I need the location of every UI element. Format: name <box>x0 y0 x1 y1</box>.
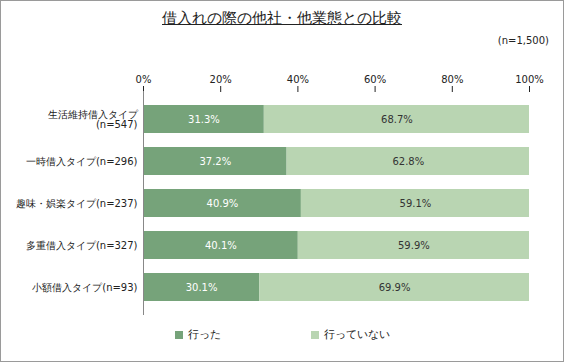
svg-text:31.3%: 31.3% <box>188 114 220 125</box>
svg-text:80%: 80% <box>441 74 463 85</box>
svg-text:20%: 20% <box>210 74 232 85</box>
svg-text:100%: 100% <box>515 74 544 85</box>
svg-text:趣味・娯楽タイプ(n=237): 趣味・娯楽タイプ(n=237) <box>16 198 138 209</box>
html-text:(n=1,500): (n=1,500) <box>497 35 549 46</box>
svg-text:69.9%: 69.9% <box>379 282 411 293</box>
svg-text:59.9%: 59.9% <box>398 240 430 251</box>
svg-text:68.7%: 68.7% <box>381 114 413 125</box>
svg-text:0%: 0% <box>136 74 152 85</box>
svg-text:60%: 60% <box>364 74 386 85</box>
svg-text:生活維持借入タイプ(n=547): 生活維持借入タイプ(n=547) <box>48 109 139 130</box>
html-text:行っていない: 行っていない <box>323 328 390 341</box>
html-text:借入れの際の他社・他業態との比較: 借入れの際の他社・他業態との比較 <box>162 9 402 27</box>
svg-text:小額借入タイプ(n=93): 小額借入タイプ(n=93) <box>32 282 137 293</box>
html-text:行った: 行った <box>187 328 221 341</box>
svg-text:62.8%: 62.8% <box>392 156 424 167</box>
svg-text:多重借入タイプ(n=327): 多重借入タイプ(n=327) <box>26 240 138 251</box>
svg-text:40%: 40% <box>287 74 309 85</box>
svg-text:30.1%: 30.1% <box>186 282 218 293</box>
svg-text:59.1%: 59.1% <box>400 198 432 209</box>
svg-text:40.9%: 40.9% <box>207 198 239 209</box>
svg-text:一時借入タイプ(n=296): 一時借入タイプ(n=296) <box>26 156 138 167</box>
svg-text:40.1%: 40.1% <box>205 240 237 251</box>
svg-text:37.2%: 37.2% <box>199 156 231 167</box>
